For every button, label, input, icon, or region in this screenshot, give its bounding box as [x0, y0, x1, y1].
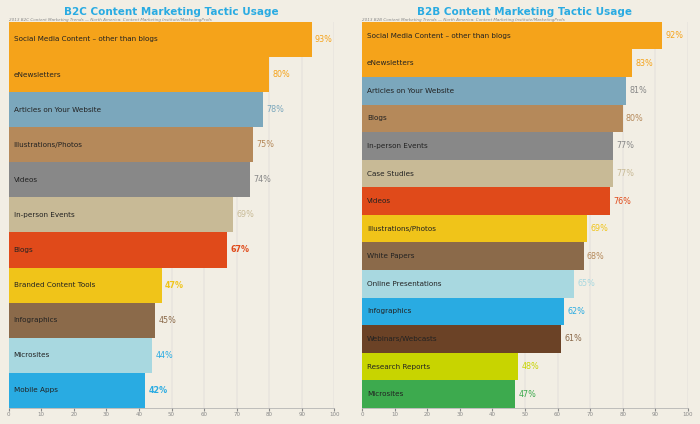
Text: Branded Content Tools: Branded Content Tools	[13, 282, 95, 288]
Text: 65%: 65%	[577, 279, 595, 288]
Text: 75%: 75%	[256, 140, 274, 149]
Text: 92%: 92%	[665, 31, 683, 40]
Text: 67%: 67%	[230, 245, 249, 254]
Text: 47%: 47%	[519, 390, 536, 399]
Text: Microsites: Microsites	[13, 352, 50, 358]
Bar	[8, 232, 227, 268]
Bar	[362, 215, 587, 243]
Text: 69%: 69%	[590, 224, 608, 233]
Title: B2C Content Marketing Tactic Usage: B2C Content Marketing Tactic Usage	[64, 7, 279, 17]
Bar	[8, 197, 233, 232]
Bar	[362, 160, 613, 187]
Bar	[8, 268, 162, 303]
Text: Articles on Your Website: Articles on Your Website	[13, 106, 101, 113]
Text: Illustrations/Photos: Illustrations/Photos	[367, 226, 436, 232]
Text: Illustrations/Photos: Illustrations/Photos	[13, 142, 83, 148]
Text: 76%: 76%	[613, 197, 631, 206]
Bar	[8, 338, 152, 373]
Text: Infographics: Infographics	[13, 317, 58, 323]
Text: In-person Events: In-person Events	[367, 143, 428, 149]
Text: 68%: 68%	[587, 252, 605, 261]
Text: 48%: 48%	[522, 362, 540, 371]
Text: eNewsletters: eNewsletters	[13, 72, 61, 78]
Text: Online Presentations: Online Presentations	[367, 281, 442, 287]
Text: 69%: 69%	[237, 210, 255, 219]
Text: Microsites: Microsites	[367, 391, 403, 397]
Text: 47%: 47%	[165, 281, 184, 290]
Text: Articles on Your Website: Articles on Your Website	[367, 88, 454, 94]
Text: Blogs: Blogs	[13, 247, 34, 253]
Text: Case Studies: Case Studies	[367, 170, 414, 176]
Text: 77%: 77%	[616, 169, 634, 178]
Text: Research Reports: Research Reports	[367, 363, 430, 370]
Bar	[362, 325, 561, 353]
Bar	[8, 57, 270, 92]
Bar	[8, 127, 253, 162]
Bar	[362, 50, 632, 77]
Bar	[362, 353, 519, 380]
Text: Blogs: Blogs	[367, 115, 387, 121]
Text: Mobile Apps: Mobile Apps	[13, 388, 57, 393]
Bar	[362, 270, 574, 298]
Text: 93%: 93%	[315, 35, 332, 44]
Text: 61%: 61%	[564, 335, 582, 343]
Text: 62%: 62%	[567, 307, 585, 316]
Text: Videos: Videos	[13, 177, 38, 183]
Text: White Papers: White Papers	[367, 253, 414, 259]
Text: Social Media Content – other than blogs: Social Media Content – other than blogs	[13, 36, 158, 42]
Title: B2B Content Marketing Tactic Usage: B2B Content Marketing Tactic Usage	[417, 7, 633, 17]
Text: Webinars/Webcasts: Webinars/Webcasts	[367, 336, 438, 342]
Bar	[8, 303, 155, 338]
Text: 42%: 42%	[148, 386, 168, 395]
Text: 78%: 78%	[266, 105, 284, 114]
Text: 83%: 83%	[636, 59, 654, 68]
Text: eNewsletters: eNewsletters	[367, 60, 414, 66]
Bar	[362, 187, 610, 215]
Bar	[362, 105, 623, 132]
Text: Videos: Videos	[367, 198, 391, 204]
Text: 2013 B2C Content Marketing Trends — North America: Content Marketing Institute/M: 2013 B2C Content Marketing Trends — Nort…	[8, 18, 211, 22]
Text: 74%: 74%	[253, 175, 271, 184]
Text: 80%: 80%	[272, 70, 290, 79]
Bar	[362, 77, 626, 105]
Bar	[8, 373, 146, 408]
Bar	[8, 92, 262, 127]
Bar	[362, 380, 515, 408]
Bar	[362, 298, 564, 325]
Text: 80%: 80%	[626, 114, 644, 123]
Text: 45%: 45%	[158, 315, 176, 325]
Bar	[362, 243, 584, 270]
Text: 81%: 81%	[629, 86, 647, 95]
Text: Social Media Content – other than blogs: Social Media Content – other than blogs	[367, 33, 511, 39]
Text: In-person Events: In-person Events	[13, 212, 74, 218]
Bar	[8, 162, 250, 197]
Bar	[362, 22, 662, 50]
Text: 2013 B2B Content Marketing Trends — North America: Content Marketing Institute/M: 2013 B2B Content Marketing Trends — Nort…	[362, 18, 565, 22]
Bar	[8, 22, 312, 57]
Text: Infographics: Infographics	[367, 308, 412, 314]
Bar	[362, 132, 613, 160]
Text: 77%: 77%	[616, 142, 634, 151]
Text: 44%: 44%	[155, 351, 173, 360]
